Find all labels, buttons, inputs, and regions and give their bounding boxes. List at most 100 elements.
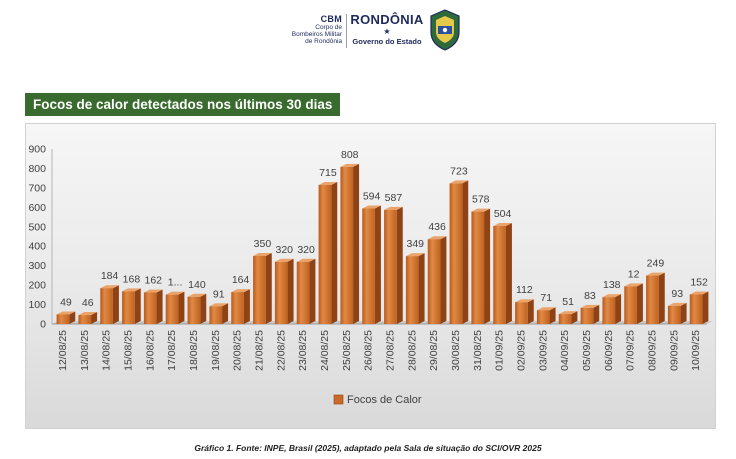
- bar-top: [689, 291, 709, 295]
- bar-side: [91, 312, 98, 324]
- bar: [624, 283, 643, 324]
- data-label: 350: [254, 238, 272, 250]
- data-label: 715: [319, 167, 337, 179]
- bar-top: [384, 206, 403, 210]
- data-label: 320: [275, 244, 293, 256]
- bar-top: [318, 181, 338, 185]
- state-logo: RONDÔNIA ★ Governo do Estado: [348, 12, 426, 46]
- bar: [602, 294, 622, 324]
- bar-front: [667, 305, 681, 324]
- bar-top: [209, 303, 229, 307]
- bar-top: [56, 311, 76, 315]
- bar: [471, 208, 491, 324]
- cbm-line-2: Bombeiros Militar: [291, 31, 342, 38]
- x-tick-label: 21/08/25: [253, 330, 265, 371]
- bar-front: [515, 302, 528, 324]
- bar-front: [427, 239, 441, 324]
- state-subtitle: Governo do Estado: [352, 37, 422, 46]
- data-label: 578: [472, 194, 490, 206]
- data-label: 49: [60, 296, 72, 308]
- bar-top: [296, 258, 316, 262]
- bar-front: [624, 286, 637, 324]
- bar-side: [418, 253, 425, 324]
- data-label: 249: [647, 258, 665, 270]
- bar-side: [615, 294, 622, 324]
- x-tick-label: 17/08/25: [166, 330, 178, 371]
- bar-front: [384, 209, 397, 324]
- data-label: 1...: [168, 277, 183, 289]
- bar-top: [667, 302, 687, 306]
- bar: [493, 223, 512, 324]
- bar-top: [624, 283, 643, 287]
- data-label: 138: [603, 279, 621, 291]
- y-tick-label: 300: [28, 260, 46, 272]
- x-tick-label: 18/08/25: [188, 330, 200, 371]
- y-tick-label: 500: [28, 221, 46, 233]
- y-tick-label: 400: [28, 241, 46, 253]
- bar-top: [405, 253, 425, 257]
- star-icon: ★: [383, 27, 391, 36]
- header-divider: [346, 14, 347, 48]
- bar-front: [274, 261, 288, 324]
- y-tick-label: 600: [28, 202, 46, 214]
- bar-front: [231, 292, 244, 324]
- bar-top: [536, 307, 556, 311]
- bar: [187, 293, 207, 324]
- y-tick-label: 800: [28, 163, 46, 175]
- bar-side: [265, 252, 272, 324]
- data-label: 164: [232, 274, 250, 286]
- bar-front: [318, 184, 332, 324]
- data-label: 184: [101, 270, 119, 282]
- bar: [667, 302, 687, 324]
- x-tick-label: 27/08/25: [384, 330, 396, 371]
- bar-side: [287, 258, 294, 324]
- bar-top: [187, 293, 207, 297]
- bar-side: [680, 302, 687, 324]
- bar-front: [143, 292, 157, 324]
- bar: [56, 311, 76, 324]
- bar: [78, 312, 98, 324]
- bar: [580, 304, 600, 324]
- x-tick-label: 12/08/25: [57, 330, 69, 371]
- bar-front: [602, 297, 616, 324]
- x-tick-label: 28/08/25: [406, 330, 418, 371]
- bar-top: [122, 288, 141, 292]
- bar-front: [209, 306, 223, 324]
- bar: [231, 289, 250, 324]
- bar-side: [353, 163, 360, 324]
- data-label: 587: [385, 192, 403, 204]
- bar: [143, 289, 163, 324]
- header: CBM Corpo de Bombeiros Militar de Rondôn…: [0, 6, 736, 56]
- bar-front: [78, 315, 92, 324]
- bar-front: [187, 296, 201, 324]
- bar: [646, 272, 665, 324]
- data-label: 436: [428, 221, 446, 233]
- bar-side: [178, 291, 185, 324]
- bar-top: [558, 311, 578, 315]
- bar-front: [646, 275, 659, 324]
- bar: [274, 258, 294, 324]
- x-tick-label: 22/08/25: [275, 330, 287, 371]
- x-tick-label: 10/09/25: [690, 330, 702, 371]
- bar-front: [493, 226, 506, 324]
- legend-swatch: [333, 394, 344, 405]
- data-label: 91: [213, 288, 225, 300]
- bar-side: [527, 299, 534, 324]
- bar-side: [374, 205, 381, 324]
- x-tick-label: 08/09/25: [646, 330, 658, 371]
- bar-side: [156, 289, 163, 324]
- bar: [253, 252, 272, 324]
- bar-top: [646, 272, 665, 276]
- x-tick-label: 09/09/25: [668, 330, 680, 371]
- x-tick-label: 05/09/25: [581, 330, 593, 371]
- bar-top: [274, 258, 294, 262]
- bar-side: [309, 258, 316, 324]
- data-label: 162: [144, 275, 162, 287]
- bar-top: [143, 289, 163, 293]
- x-tick-label: 03/09/25: [537, 330, 549, 371]
- data-label: 594: [363, 191, 381, 203]
- bar-front: [580, 307, 594, 324]
- legend-label: Focos de Calor: [347, 394, 422, 406]
- x-tick-label: 31/08/25: [472, 330, 484, 371]
- cbm-line-1: Corpo de: [315, 24, 342, 31]
